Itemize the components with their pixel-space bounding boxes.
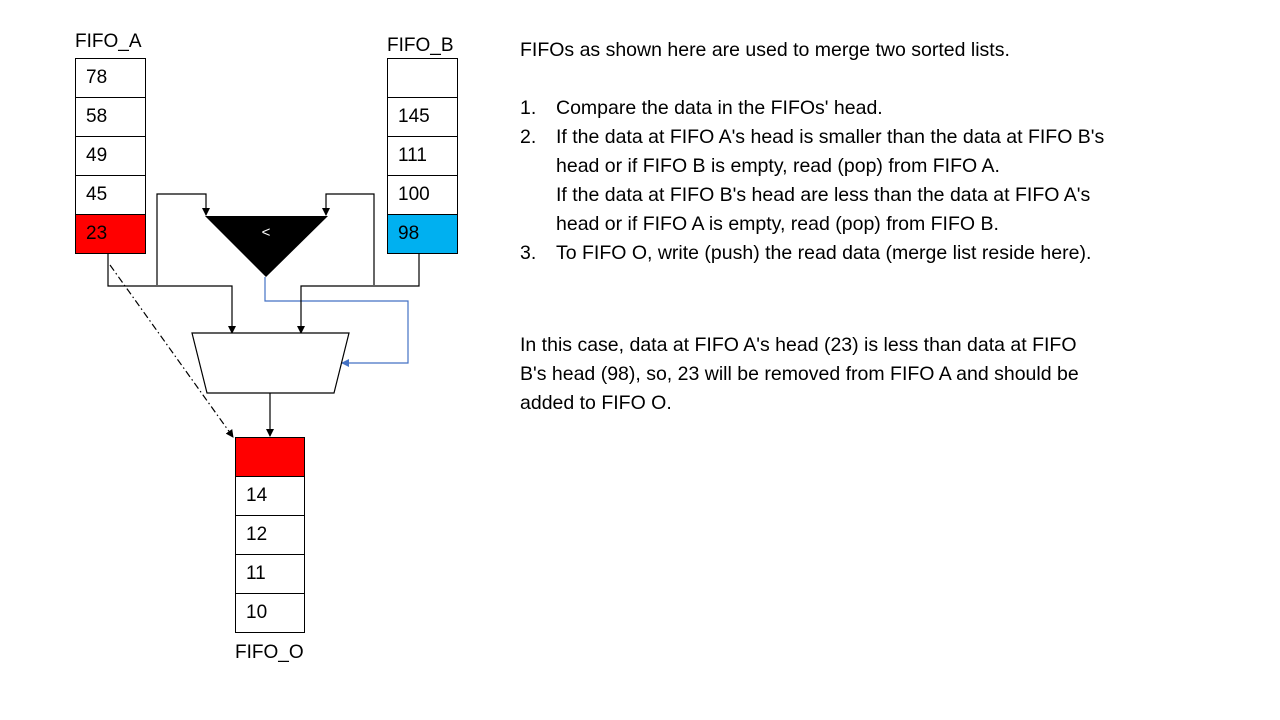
fifo-a-cell: 49: [75, 136, 146, 176]
fifo-b-head-cell: 98: [387, 214, 458, 254]
fifo-o-write-cell: [235, 437, 305, 477]
fifo-b-cell: 111: [387, 136, 458, 176]
conclusion-line: added to FIFO O.: [520, 392, 672, 414]
comparator-symbol: <: [262, 224, 271, 241]
conclusion-text: In this case, data at FIFO A's head (23)…: [520, 331, 1180, 418]
fifo-o-label: FIFO_O: [235, 642, 304, 663]
step-text: Compare the data in the FIFOs' head.: [556, 97, 883, 119]
conclusion-line: In this case, data at FIFO A's head (23)…: [520, 334, 1077, 356]
step-text: If the data at FIFO B's head are less th…: [556, 184, 1091, 206]
step-number: 1.: [520, 97, 537, 119]
step-number: 2.: [520, 126, 537, 148]
fifo-o-cell: 10: [235, 593, 305, 633]
fifo-a-cell: 78: [75, 58, 146, 98]
fifo-a-cell: 45: [75, 175, 146, 215]
wire-b-to-comparator: [322, 193, 375, 285]
intro-text: FIFOs as shown here are used to merge tw…: [520, 39, 1010, 61]
steps-list: 1. Compare the data in the FIFOs' head. …: [520, 94, 1180, 268]
fifo-o-cell: 12: [235, 515, 305, 555]
step-text: If the data at FIFO A's head is smaller …: [556, 126, 1105, 148]
step-text: head or if FIFO A is empty, read (pop) f…: [556, 213, 999, 235]
wire-a-to-mux: [107, 253, 236, 334]
fifo-b-cell: 100: [387, 175, 458, 215]
fifo-b-cell: [387, 58, 458, 98]
step-text: To FIFO O, write (push) the read data (m…: [556, 242, 1092, 264]
step-item: 3. To FIFO O, write (push) the read data…: [520, 239, 1180, 268]
fifo-o-cell: 11: [235, 554, 305, 594]
wire-a-to-comparator: [156, 193, 210, 285]
fifo-b-label: FIFO_B: [387, 35, 454, 56]
fifo-b-cell: 145: [387, 97, 458, 137]
fifo-o-cell: 14: [235, 476, 305, 516]
fifo-a-label: FIFO_A: [75, 31, 142, 52]
wire-b-to-mux: [297, 253, 420, 334]
step-item: 2. If the data at FIFO A's head is small…: [520, 123, 1180, 239]
fifo-a-head-cell: 23: [75, 214, 146, 254]
comparator: [205, 216, 328, 277]
move-arrow: [109, 264, 234, 438]
step-text: head or if FIFO B is empty, read (pop) f…: [556, 155, 1000, 177]
step-number: 3.: [520, 242, 537, 264]
wire-select: [264, 277, 409, 367]
fifo-a-cell: 58: [75, 97, 146, 137]
multiplexer: [191, 332, 350, 394]
conclusion-line: B's head (98), so, 23 will be removed fr…: [520, 363, 1079, 385]
step-item: 1. Compare the data in the FIFOs' head.: [520, 94, 1180, 123]
explanation-text: FIFOs as shown here are used to merge tw…: [520, 36, 1180, 418]
